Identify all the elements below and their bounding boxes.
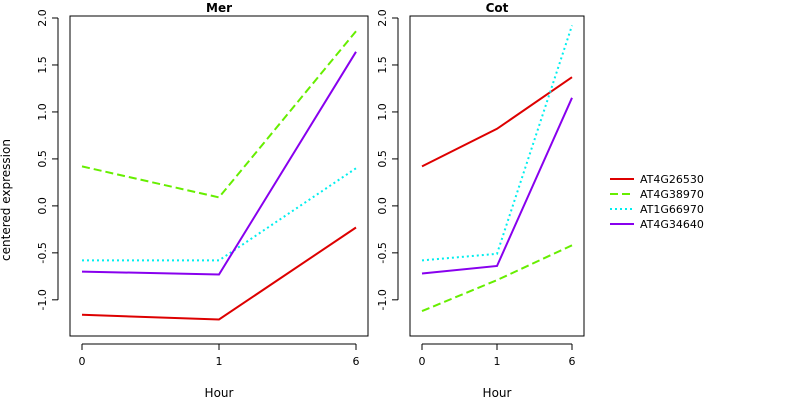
series-line-at4g26530: [81, 226, 357, 321]
x-axis-label: Hour: [205, 386, 234, 400]
panel-title: Cot: [486, 1, 509, 15]
series-line-at4g38970: [81, 30, 357, 199]
y-tick-label: 1.0: [36, 103, 49, 121]
y-tick-label: -0.5: [376, 242, 389, 263]
y-tick-label: 1.0: [376, 103, 389, 121]
y-tick-label: -1.0: [376, 289, 389, 310]
panel-mer: Mer -1.0 -0.5 0.0 0.5 1.0 1.5 2.0 0 1 6 Hour: [36, 1, 369, 400]
legend-label: AT4G38970: [640, 188, 704, 201]
series-line-at4g34640: [81, 51, 357, 276]
y-tick-label: -1.0: [36, 289, 49, 310]
series-line-at1g66970: [82, 167, 357, 262]
x-tick-label: 1: [216, 355, 223, 368]
series-line-at1g66970: [421, 25, 573, 262]
series-line-at4g26530: [421, 76, 573, 168]
y-axis-label: centered expression: [0, 139, 13, 261]
legend-label: AT4G26530: [640, 173, 704, 186]
y-tick-label: -0.5: [36, 242, 49, 263]
y-tick-label: 0.5: [36, 150, 49, 168]
legend-label: AT4G34640: [640, 218, 704, 231]
y-tick-label: 1.5: [376, 56, 389, 74]
series-line-at4g34640: [421, 97, 573, 275]
plot-frame: [409, 15, 585, 337]
y-tick-label: 0.0: [376, 197, 389, 215]
legend-label: AT1G66970: [640, 203, 704, 216]
x-tick-label: 6: [569, 355, 576, 368]
y-tick-label: 2.0: [376, 9, 389, 27]
plot-frame: [69, 15, 369, 337]
panel-title: Mer: [206, 1, 232, 15]
y-tick-label: 0.5: [376, 150, 389, 168]
x-axis-label: Hour: [483, 386, 512, 400]
legend: AT4G26530 AT4G38970 AT1G66970 AT4G34640: [610, 173, 704, 231]
y-tick-label: 1.5: [36, 56, 49, 74]
x-tick-label: 1: [494, 355, 501, 368]
y-tick-label: 0.0: [36, 197, 49, 215]
x-tick-label: 0: [79, 355, 86, 368]
panel-cot: Cot -1.0 -0.5 0.0 0.5 1.0 1.5 2.0 0 1 6 Hour: [376, 1, 585, 400]
x-tick-label: 0: [419, 355, 426, 368]
series-line-at4g38970: [421, 244, 573, 313]
x-tick-label: 6: [353, 355, 360, 368]
y-tick-label: 2.0: [36, 9, 49, 27]
